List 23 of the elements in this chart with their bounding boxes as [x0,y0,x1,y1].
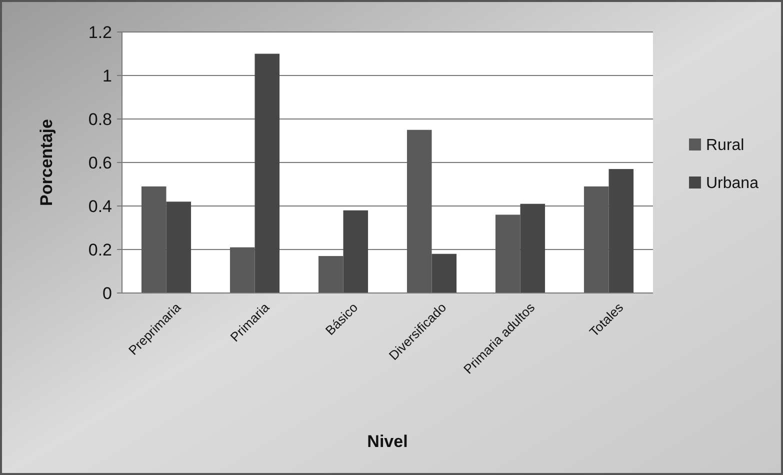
y-tick-label: 0.8 [88,110,112,129]
bar [230,247,255,293]
bar [495,214,520,293]
legend-label: Urbana [706,175,759,192]
bar [608,169,634,293]
bar [254,54,280,293]
bar [166,202,192,293]
y-axis-title: Porcentaje [37,119,56,206]
bar [520,204,546,293]
y-tick-label: 0.4 [88,196,112,216]
bar [318,256,344,293]
bar [406,130,432,293]
y-tick-label: 0.2 [88,240,112,260]
legend-label: Rural [706,137,744,154]
y-tick-label: 1.2 [88,22,112,42]
bar [432,254,457,293]
y-tick-label: 0.6 [88,153,112,172]
bar [141,186,166,293]
bar [584,186,609,293]
y-tick-label: 1 [102,66,112,86]
y-tick-label: 0 [102,284,112,303]
bar [343,210,368,293]
x-axis-title: Nivel [367,432,408,451]
